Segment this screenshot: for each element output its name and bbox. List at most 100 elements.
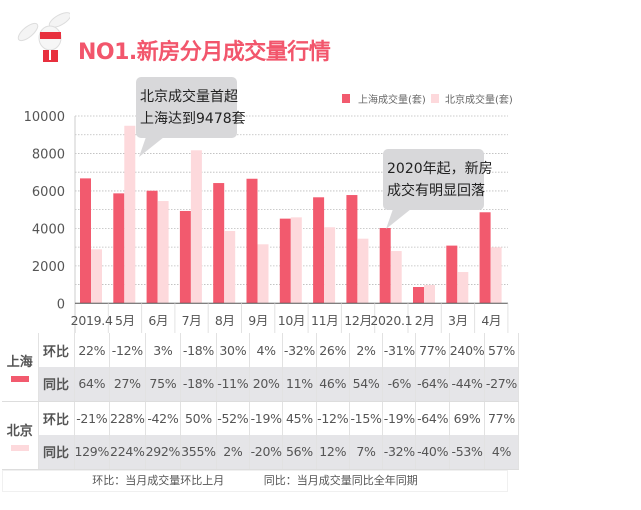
- legend-swatch: [342, 94, 350, 103]
- table-cell: 2%: [349, 333, 384, 367]
- bar-beijing: [290, 217, 302, 304]
- metric-label: 环比: [38, 333, 75, 367]
- table-cell: -20%: [249, 435, 284, 470]
- callout-tail: [139, 137, 164, 157]
- bar-beijing: [224, 231, 236, 304]
- table-cell: -31%: [382, 333, 417, 367]
- legend-label: 上海成交量(套): [358, 93, 426, 106]
- table-cell: 77%: [484, 401, 519, 435]
- x-tick-label: 12月: [344, 313, 372, 328]
- table-cell: -15%: [349, 401, 384, 435]
- table-cell: -44%: [449, 367, 486, 402]
- callout-text: 成交有明显回落: [387, 182, 485, 199]
- bar-shanghai: [113, 193, 125, 304]
- x-tick-label: 6月: [148, 313, 168, 328]
- table-cell: -21%: [74, 401, 111, 435]
- bar-shanghai: [413, 287, 424, 304]
- bar-beijing: [357, 238, 369, 304]
- x-tick-label: 2020.1: [370, 313, 412, 328]
- table-row: 同比 129% 224% 292% 355% 2% -20% 56% 12% 7% -32% -40%…: [2, 435, 519, 470]
- table-cell: 54%: [349, 367, 384, 402]
- city-swatch: [10, 444, 29, 451]
- table-cell: 22%: [74, 333, 111, 367]
- table-cell: -12%: [316, 401, 350, 435]
- callout-text: 上海达到9478套: [140, 111, 246, 127]
- table-cell: 57%: [484, 333, 519, 367]
- city-name: 北京: [6, 423, 33, 439]
- table-cell: 27%: [109, 367, 146, 402]
- table-cell: -32%: [382, 435, 417, 470]
- y-tick-label: 4000: [32, 222, 65, 237]
- table-row: 北京 环比 -21% 228% -42% 50% -52% -19% 45% -12% -15% -1…: [2, 401, 519, 470]
- table-cell: -11%: [216, 367, 250, 402]
- table-cell: 69%: [449, 401, 486, 435]
- x-tick-label: 10月: [278, 313, 306, 328]
- bar-shanghai: [313, 197, 325, 304]
- page-title: NO1.新房分月成交量行情: [78, 40, 331, 65]
- bar-shanghai: [346, 195, 358, 304]
- bar-shanghai: [146, 190, 158, 304]
- table-cell: 3%: [145, 333, 182, 367]
- table-cell: 50%: [180, 401, 217, 435]
- bar-shanghai: [446, 245, 458, 304]
- callout-box: [136, 77, 237, 138]
- table-cell: 30%: [216, 333, 250, 367]
- city-name: 上海: [6, 355, 33, 371]
- x-tick-label: 9月: [248, 313, 268, 328]
- metric-label: 同比: [38, 435, 75, 470]
- table-cell: 7%: [349, 435, 384, 470]
- footnote-tb: 同比：当月成交量同比全年同期: [263, 474, 418, 487]
- table-cell: 20%: [249, 367, 284, 402]
- x-tick-label: 7月: [182, 313, 202, 328]
- bar-beijing: [390, 251, 402, 304]
- metric-label: 同比: [38, 367, 75, 402]
- table-cell: 129%: [74, 435, 111, 470]
- bar-beijing: [257, 244, 269, 304]
- table-cell: -19%: [249, 401, 284, 435]
- table-cell: 4%: [249, 333, 284, 367]
- table-cell: -64%: [415, 367, 450, 402]
- bar-beijing: [124, 125, 136, 304]
- table-cell: -53%: [449, 435, 486, 470]
- bar-beijing: [457, 272, 469, 304]
- bar-shanghai: [213, 183, 225, 304]
- table-cell: -12%: [109, 333, 146, 367]
- bar-shanghai: [80, 178, 91, 304]
- x-tick-label: 4月: [481, 313, 501, 328]
- y-tick-label: 10000: [24, 110, 65, 125]
- table-cell: 45%: [282, 401, 317, 435]
- footnote: 环比：当月成交量环比上月 同比：当月成交量同比全年同期: [2, 470, 508, 492]
- callout-text: 北京成交量首超: [140, 88, 238, 105]
- table-cell: 4%: [484, 435, 519, 470]
- y-tick-label: 2000: [32, 260, 65, 275]
- mascot-logo: [17, 12, 70, 62]
- bar-beijing: [324, 227, 336, 304]
- bar-beijing: [157, 201, 169, 304]
- city-swatch: [10, 376, 29, 383]
- y-tick-label: 0: [57, 297, 65, 312]
- table-row: 同比 64% 27% 75% -18% -11% 20% 11% 46% 54% -6% -64% -4…: [2, 367, 519, 402]
- bar-beijing: [91, 249, 102, 304]
- bar-shanghai: [279, 218, 291, 304]
- x-tick-label: 3月: [448, 313, 468, 328]
- table-row: 上海 环比 22% -12% 3% -18% 30% 4% -32% 26% 2% -31% 77% 24…: [2, 333, 519, 402]
- table-cell: -18%: [180, 333, 217, 367]
- table-cell: 355%: [180, 435, 217, 470]
- bar-chart: 0 2000 4000 6000 8000 10000 2019.4 5月 6月 7月 8月 9月 10…: [24, 77, 513, 333]
- table-cell: -6%: [382, 367, 417, 402]
- city-label: 北京: [2, 401, 39, 470]
- table-cell: -42%: [145, 401, 182, 435]
- table-cell: 240%: [449, 333, 486, 367]
- table-cell: -27%: [484, 367, 519, 402]
- x-tick-label: 8月: [215, 313, 235, 328]
- table-cell: 292%: [145, 435, 182, 470]
- table-cell: 64%: [74, 367, 111, 402]
- table-cell: 11%: [282, 367, 317, 402]
- bar-shanghai: [246, 178, 258, 304]
- callout-box: [383, 149, 484, 210]
- table-cell: -40%: [415, 435, 450, 470]
- bar-beijing: [190, 150, 202, 304]
- table-cell: 56%: [282, 435, 317, 470]
- table-cell: 46%: [316, 367, 350, 402]
- table-cell: 26%: [316, 333, 350, 367]
